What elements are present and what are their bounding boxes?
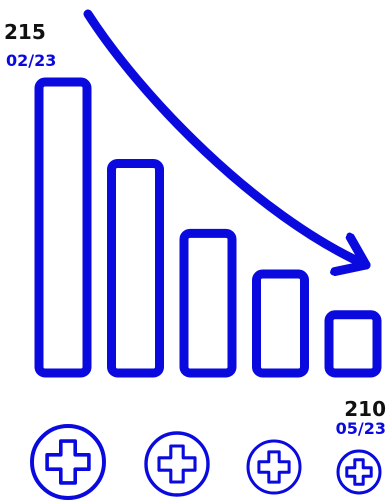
medical-cross-icon — [30, 424, 106, 500]
start-date-label: 02/23 — [6, 51, 56, 70]
medical-cross-icon — [144, 431, 210, 497]
start-value-label: 215 — [4, 20, 46, 44]
bar-2 — [107, 158, 164, 378]
end-date-label: 05/23 — [336, 419, 386, 438]
bar-4 — [252, 269, 309, 378]
bar-group — [34, 77, 382, 378]
icon-row — [30, 424, 382, 500]
medical-cross-icon — [246, 439, 302, 495]
end-value-label: 210 — [344, 397, 386, 421]
bar-1 — [34, 77, 92, 378]
medical-cross-icon — [336, 449, 382, 495]
trend-arrow — [83, 9, 371, 265]
bar-3 — [179, 228, 237, 378]
bar-5 — [324, 310, 382, 378]
